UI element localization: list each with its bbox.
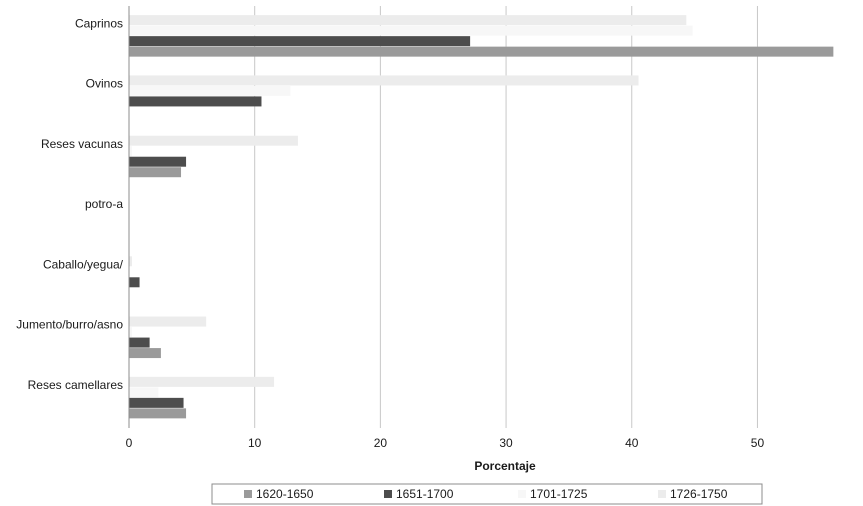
category-label: Caprinos (75, 16, 123, 30)
category-label: Ovinos (86, 77, 123, 91)
legend-label: 1651-1700 (396, 487, 454, 501)
legend-label: 1726-1750 (670, 487, 728, 501)
category-label: Reses camellares (28, 378, 123, 392)
bar-1620-1650-Reses vacunas (129, 167, 182, 178)
bar-1620-1650-Reses camellares (129, 408, 187, 419)
bar-1651-1700-Jumento/burro/asno (129, 337, 150, 348)
bar-1726-1750-Reses camellares (129, 376, 275, 387)
legend-box (211, 483, 763, 505)
x-tick-label: 0 (126, 436, 133, 450)
x-tick-label: 20 (374, 436, 388, 450)
bar-1726-1750-Jumento/burro/asno (129, 316, 207, 327)
legend-swatch-1726-1750 (658, 490, 666, 498)
bar-1701-1725-Ovinos (129, 85, 291, 96)
bar-1651-1700-Caballo/yegua/ (129, 277, 140, 288)
x-tick-label: 30 (499, 436, 513, 450)
bar-1726-1750-Caballo/yegua/ (129, 256, 133, 267)
bar-1726-1750-Ovinos (129, 75, 639, 86)
category-label: Reses vacunas (41, 137, 123, 151)
x-tick-label: 50 (751, 436, 765, 450)
bar-1701-1725-Reses vacunas (129, 146, 133, 157)
legend-label: 1701-1725 (530, 487, 588, 501)
legend-swatch-1701-1725 (518, 490, 526, 498)
x-tick-label: 40 (625, 436, 639, 450)
bar-1651-1700-Reses vacunas (129, 156, 187, 167)
gridlines (254, 6, 758, 428)
x-tick-label: 10 (248, 436, 262, 450)
legend-swatch-1620-1650 (244, 490, 252, 498)
x-axis-title: Porcentaje (474, 459, 536, 473)
category-labels: Caprinos Ovinos Reses vacunas potro-a Caball… (16, 16, 123, 392)
bar-1651-1700-Caprinos (129, 36, 471, 47)
bar-1620-1650-Caprinos (129, 46, 834, 57)
category-label: Jumento/burro/asno (16, 318, 123, 332)
category-label: Caballo/yegua/ (43, 257, 124, 271)
bar-1701-1725-Jumento/burro/asno (129, 327, 133, 338)
bar-1651-1700-Reses camellares (129, 397, 184, 408)
legend-label: 1620-1650 (256, 487, 314, 501)
x-tick-labels: 0 10 20 30 40 50 (126, 436, 765, 450)
bars (129, 15, 834, 419)
bar-1701-1725-Reses camellares (129, 387, 159, 398)
category-label: potro-a (85, 197, 123, 211)
bar-1726-1750-Caprinos (129, 15, 687, 26)
legend-swatch-1651-1700 (384, 490, 392, 498)
bar-1620-1650-Jumento/burro/asno (129, 348, 161, 359)
bar-1701-1725-Caprinos (129, 25, 693, 36)
bar-1651-1700-Ovinos (129, 96, 262, 107)
legend: 1620-1650 1651-1700 1701-1725 1726-1750 (211, 483, 763, 505)
bar-1726-1750-Reses vacunas (129, 135, 298, 146)
